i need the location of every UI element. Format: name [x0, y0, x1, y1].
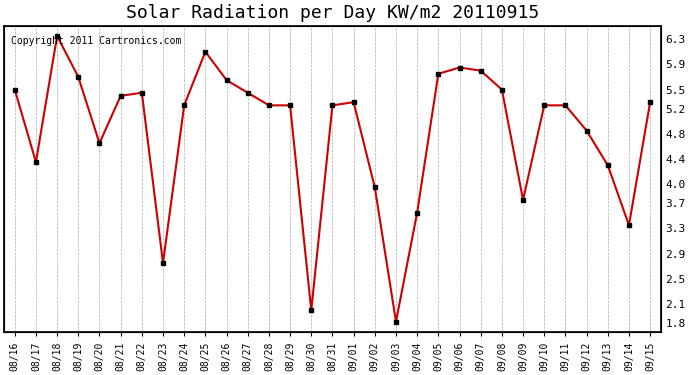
Text: Copyright 2011 Cartronics.com: Copyright 2011 Cartronics.com [11, 36, 181, 46]
Title: Solar Radiation per Day KW/m2 20110915: Solar Radiation per Day KW/m2 20110915 [126, 4, 539, 22]
